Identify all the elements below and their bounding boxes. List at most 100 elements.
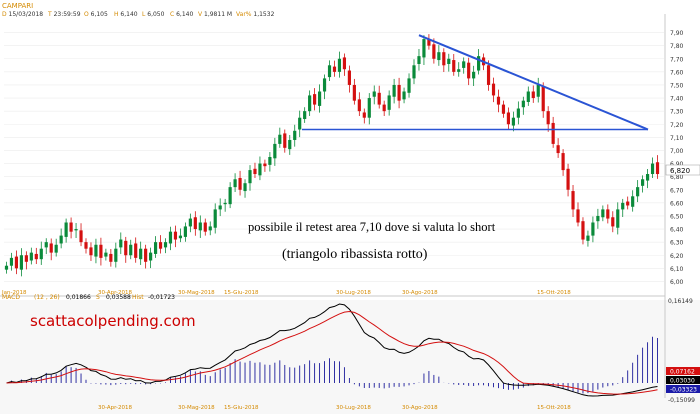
macd-value: 0,01866 [66, 294, 91, 301]
candle-body [193, 217, 197, 230]
candle-body [54, 244, 58, 253]
candle-body [308, 95, 312, 112]
candle-body [288, 139, 292, 150]
candle-body [655, 162, 660, 175]
signal-line [6, 310, 658, 395]
candle-body [412, 65, 416, 79]
candle-body [591, 222, 595, 236]
candle-body [367, 98, 371, 118]
candle-body [238, 177, 242, 190]
candle-body [506, 112, 511, 125]
candle-body [223, 202, 227, 205]
macd-value-1: 0,07162 [670, 369, 695, 376]
candle-body [551, 122, 555, 144]
candle-body [139, 248, 143, 260]
annotation-line-2: (triangolo ribassista rotto) [282, 247, 428, 262]
candle-body [198, 222, 202, 231]
candle-body [19, 255, 23, 270]
candle-body [208, 226, 212, 231]
triangle-upper-trendline [418, 34, 649, 131]
price-tick-label: 6,40 [670, 227, 684, 234]
candle-body [233, 179, 237, 188]
candle-body [566, 168, 570, 190]
info-low: L 6,050 [142, 11, 165, 18]
price-tick-label: 7,40 [670, 96, 684, 103]
info-open: O 6,105 [84, 11, 108, 18]
price-tick-label: 7,90 [670, 30, 684, 37]
candle-body [144, 248, 148, 262]
candle-body [442, 52, 446, 66]
price-tick-label: 6,70 [670, 187, 684, 194]
candle-body [89, 247, 93, 256]
candlesticks [4, 34, 660, 277]
candle-body [407, 78, 411, 93]
candle-body [218, 205, 222, 210]
price-axis-labels: 7,90 7,80 7,70 7,60 7,50 7,40 7,30 7,20 7,10 7,00… [670, 30, 684, 286]
candle-body [491, 83, 496, 96]
macd-signal-label: S [96, 294, 100, 301]
candle-body [258, 163, 262, 176]
candle-body [536, 84, 540, 97]
macd-histogram [11, 336, 658, 394]
macd-value-box-3 [666, 385, 700, 393]
candle-body [417, 56, 421, 64]
macd-line [6, 303, 658, 397]
candle-body [213, 209, 217, 228]
info-var: Var% 1,1532 [236, 11, 275, 18]
candle-body [576, 209, 580, 223]
candle-body [397, 84, 401, 101]
candle-body [49, 243, 53, 253]
candle-body [24, 255, 28, 262]
macd-label: MACD [2, 294, 20, 301]
candle-body [298, 117, 302, 130]
candle-body [347, 70, 351, 85]
price-tick-label: 7,60 [670, 69, 684, 76]
candle-body [119, 239, 123, 248]
candle-body [322, 78, 327, 92]
candle-body [337, 58, 342, 72]
candle-body [332, 66, 337, 72]
last-price-tag-box [665, 164, 700, 176]
macd-date-tick-label: 30-Apr-2018 [98, 405, 133, 411]
candle-body [59, 235, 63, 244]
candle-body [561, 153, 565, 171]
candle-body [124, 240, 128, 256]
price-tick-label: 6,80 [670, 174, 684, 181]
price-tick-label: 6,60 [670, 200, 684, 207]
candle-body [168, 231, 173, 244]
candle-body [457, 69, 461, 72]
candle-body [273, 143, 277, 159]
candle-body [571, 191, 575, 210]
date-tick-label: 30-Ago-2018 [402, 290, 438, 296]
candle-body [601, 209, 605, 218]
candle-body [437, 52, 441, 61]
macd-date-tick-label: 15-Giu-2018 [224, 405, 259, 411]
candle-body [4, 265, 9, 270]
info-close: C 6,140 [170, 11, 193, 18]
macd-value-box-1 [666, 367, 700, 375]
candle-body [650, 163, 655, 175]
price-tick-label: 7,30 [670, 109, 684, 116]
candle-body [427, 39, 431, 46]
candle-body [501, 104, 506, 114]
date-tick-label: 30-Mag-2018 [178, 290, 215, 296]
info-high: H 6,140 [114, 11, 138, 18]
candle-body [283, 133, 287, 148]
date-tick-label: 30-Apr-2018 [98, 290, 133, 296]
candle-body [472, 71, 476, 79]
candle-body [203, 222, 207, 232]
date-tick-label: 15-Giu-2018 [224, 290, 259, 296]
macd-hist-value: -0,01723 [148, 294, 175, 301]
candle-body [317, 91, 322, 106]
macd-signal-value: 0,03588 [106, 294, 131, 301]
candle-body [94, 244, 98, 257]
last-price-tag: 6,820 [670, 167, 690, 175]
candle-body [422, 39, 426, 58]
candle-body [64, 222, 68, 237]
candle-body [34, 253, 38, 260]
candle-body [79, 230, 83, 243]
info-time: T 23:59:59 [47, 11, 81, 18]
candle-body [372, 91, 376, 97]
macd-date-tick-label: 30-Mag-2018 [178, 405, 215, 411]
